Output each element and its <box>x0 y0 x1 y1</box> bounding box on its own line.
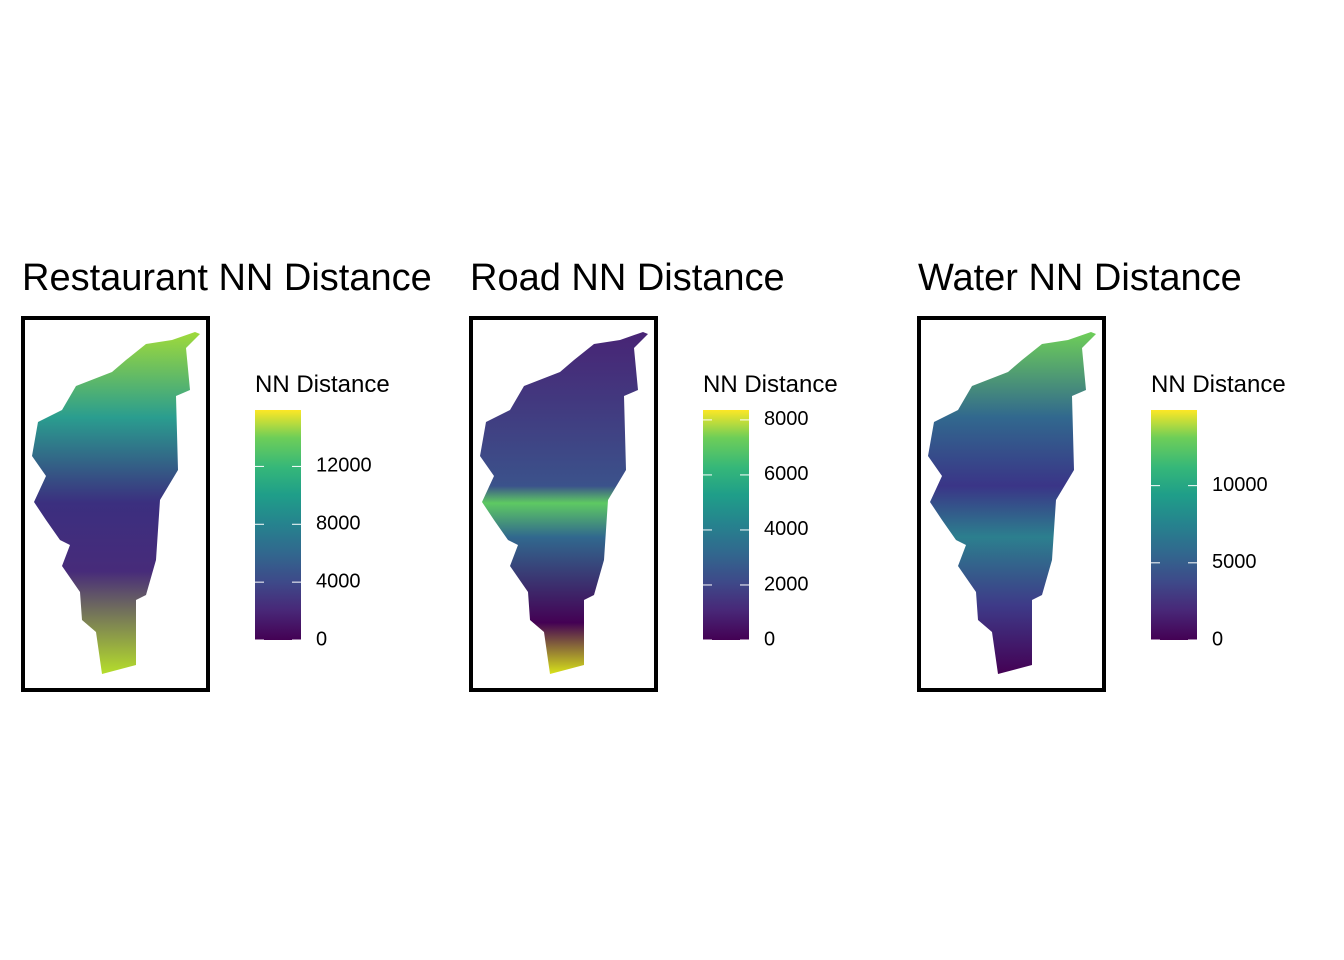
tick-label: 0 <box>1212 628 1223 650</box>
colorbar <box>1151 410 1197 640</box>
tick-label: 6000 <box>764 463 809 485</box>
legend-title: NN Distance <box>703 371 838 398</box>
tick-label: 0 <box>764 628 775 650</box>
panel-title: Restaurant NN Distance <box>22 257 432 299</box>
map-panel: Road NN Distance NN Distance 0 2000 4000 6000… <box>469 257 838 692</box>
colorbar <box>255 410 301 640</box>
tick-label: 4000 <box>316 570 361 592</box>
legend-title: NN Distance <box>1151 371 1286 398</box>
tick-label: 12000 <box>316 455 372 477</box>
map-raster <box>32 332 200 674</box>
panel-title: Water NN Distance <box>918 257 1242 299</box>
tick-label: 8000 <box>316 513 361 535</box>
tick-label: 5000 <box>1212 551 1257 573</box>
map-panel: Restaurant NN Distance NN Distance 0 4000 80… <box>21 257 432 692</box>
panel-title: Road NN Distance <box>470 257 785 299</box>
tick-label: 4000 <box>764 518 809 540</box>
tick-label: 10000 <box>1212 474 1268 496</box>
map-raster <box>480 332 648 674</box>
tick-label: 8000 <box>764 408 809 430</box>
map-panel: Water NN Distance NN Distance 0 5000 10000 <box>917 257 1286 692</box>
map-frame <box>917 316 1106 692</box>
colorbar <box>703 410 749 640</box>
map-frame <box>21 316 210 692</box>
legend-title: NN Distance <box>255 371 390 398</box>
map-frame <box>469 316 658 692</box>
tick-label: 2000 <box>764 573 809 595</box>
map-raster <box>928 332 1096 674</box>
tick-label: 0 <box>316 628 327 650</box>
